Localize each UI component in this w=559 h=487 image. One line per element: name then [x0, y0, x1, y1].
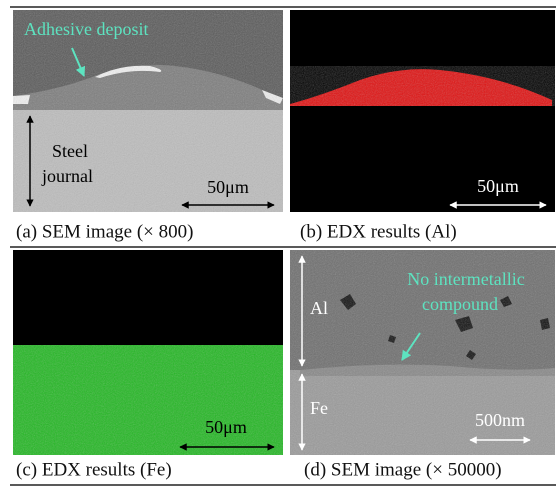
panel-a: Adhesive deposit Steel journal 50μm — [13, 10, 283, 212]
annotation: Al — [310, 298, 328, 318]
annotation: Steel — [52, 141, 88, 161]
annotation: journal — [41, 166, 93, 186]
panel-d: Al Fe No intermetallic compound 500nm — [290, 250, 555, 455]
scale-bar-label: 50μm — [477, 176, 519, 196]
annotation: Adhesive deposit — [24, 19, 148, 39]
caption: (a) SEM image (× 800) — [16, 221, 193, 242]
annotation: compound — [422, 294, 498, 314]
scale-bar-label: 500nm — [475, 410, 525, 430]
annotation: Fe — [310, 398, 328, 418]
caption: (b) EDX results (Al) — [300, 221, 457, 242]
scale-bar-label: 50μm — [205, 417, 247, 437]
scale-bar-label: 50μm — [207, 177, 249, 197]
panel-c: 50μm — [13, 250, 283, 455]
annotation: No intermetallic — [407, 269, 524, 289]
caption: (c) EDX results (Fe) — [16, 459, 172, 480]
figure: Adhesive deposit Steel journal 50μm 50μm… — [0, 0, 559, 487]
caption: (d) SEM image (× 50000) — [304, 459, 502, 480]
panel-b: 50μm — [290, 10, 555, 212]
